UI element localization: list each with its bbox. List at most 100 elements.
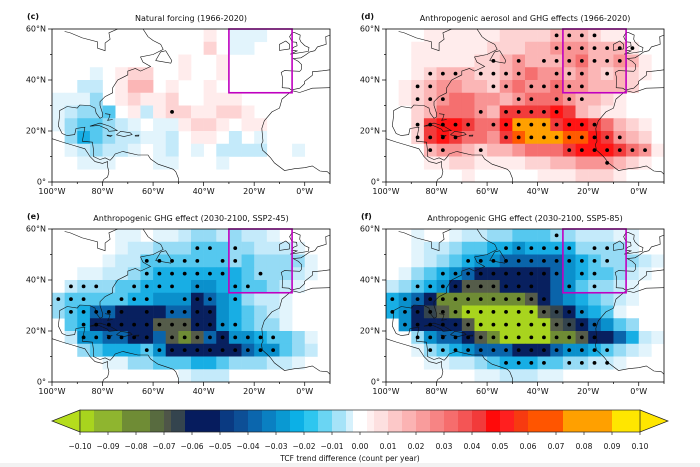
grid-cell [178,241,192,255]
coastline [89,322,119,332]
grid-cell [254,143,268,157]
significance-dot [478,309,483,314]
significance-dot [504,135,508,140]
x-tick-label: 60°W [142,387,165,396]
significance-dot [94,335,99,340]
y-tick-label: 40°N [25,275,46,285]
colorbar [51,409,669,435]
significance-dot [504,360,508,365]
grid-cell [140,241,154,255]
colorbar-segment [346,410,354,432]
significance-dot [567,58,572,63]
significance-dot [516,71,521,76]
significance-dot [208,309,212,314]
grid-cell [626,254,640,268]
grid-cell [165,292,179,306]
significance-dot [453,348,458,353]
grid-cell [651,331,665,345]
grid-cell [178,118,192,132]
grid-cell [115,131,129,145]
significance-dot [542,335,546,340]
significance-dot [554,271,559,276]
grid-cell [89,267,103,281]
grid-cell [228,131,242,145]
significance-dot [529,135,534,140]
significance-dot [516,97,521,102]
significance-dot [592,335,597,340]
significance-dot [245,335,250,340]
significance-dot [554,258,559,263]
colorbar-segment [80,410,95,432]
significance-dot [516,297,521,302]
significance-dot [170,335,174,340]
grid-cell [423,241,437,255]
grid-cell [461,80,475,94]
grid-cell [266,318,280,332]
coastline [105,113,113,121]
grid-cell [279,343,293,357]
significance-dot [567,246,572,251]
y-tick-label: 60°N [359,224,380,234]
grid-cell [537,67,551,81]
significance-dot [453,309,458,314]
significance-dot [605,246,610,251]
significance-dot [567,335,572,340]
significance-dot [592,258,597,263]
grid-cell [537,229,551,243]
significance-dot [605,46,610,51]
significance-dot [478,71,483,76]
significance-dots [415,33,647,165]
significance-dot [592,322,597,327]
significance-dot [516,360,521,365]
grid-cell [638,254,652,268]
significance-dot [144,271,149,276]
grid-cell [203,356,217,370]
significance-dot [440,322,445,327]
grid-cell [461,105,475,119]
significance-dot [403,297,407,302]
coastline [292,87,331,93]
significance-dot [415,284,420,289]
grid-cell [102,131,116,145]
x-tick-label: 0°W [296,387,314,396]
grid-cell [449,29,463,43]
significance-dot [592,148,597,153]
grid-cell [487,229,501,243]
significance-dot [403,322,407,327]
grid-cell [216,356,230,370]
grid-cell [613,305,627,319]
significance-dot [195,284,200,289]
grid-cell [449,156,463,170]
significance-dot [592,360,597,365]
grid-cell [216,305,230,319]
grid-cell [512,369,526,383]
grid-cell [279,305,293,319]
colorbar-segment [528,410,564,432]
significance-dot [428,284,433,289]
grid-cell [203,131,217,145]
significance-dot [220,258,225,263]
significance-dot [592,135,597,140]
coastline [64,28,118,52]
grid-cell [77,92,91,106]
panel-label: (c) [27,12,40,21]
grid-cell [600,118,614,132]
significance-dot [567,148,572,153]
coastline [106,134,113,137]
significance-dot [440,335,445,340]
grid-cell [487,369,501,383]
grid-cell [613,156,627,170]
panel-title: Anthropogenic aerosol and GHG effects (1… [419,14,631,23]
significance-dot [579,71,584,76]
grid-cell [651,143,665,157]
significance-dot [529,284,534,289]
grid-cell [525,67,538,81]
grid-cell [89,67,103,81]
grid-cell [241,356,255,370]
significance-dot [182,335,187,340]
grid-cell [102,280,116,294]
significance-dot [81,284,86,289]
grid-cell [254,29,268,43]
significance-dot [415,297,420,302]
significance-dot [542,109,546,114]
